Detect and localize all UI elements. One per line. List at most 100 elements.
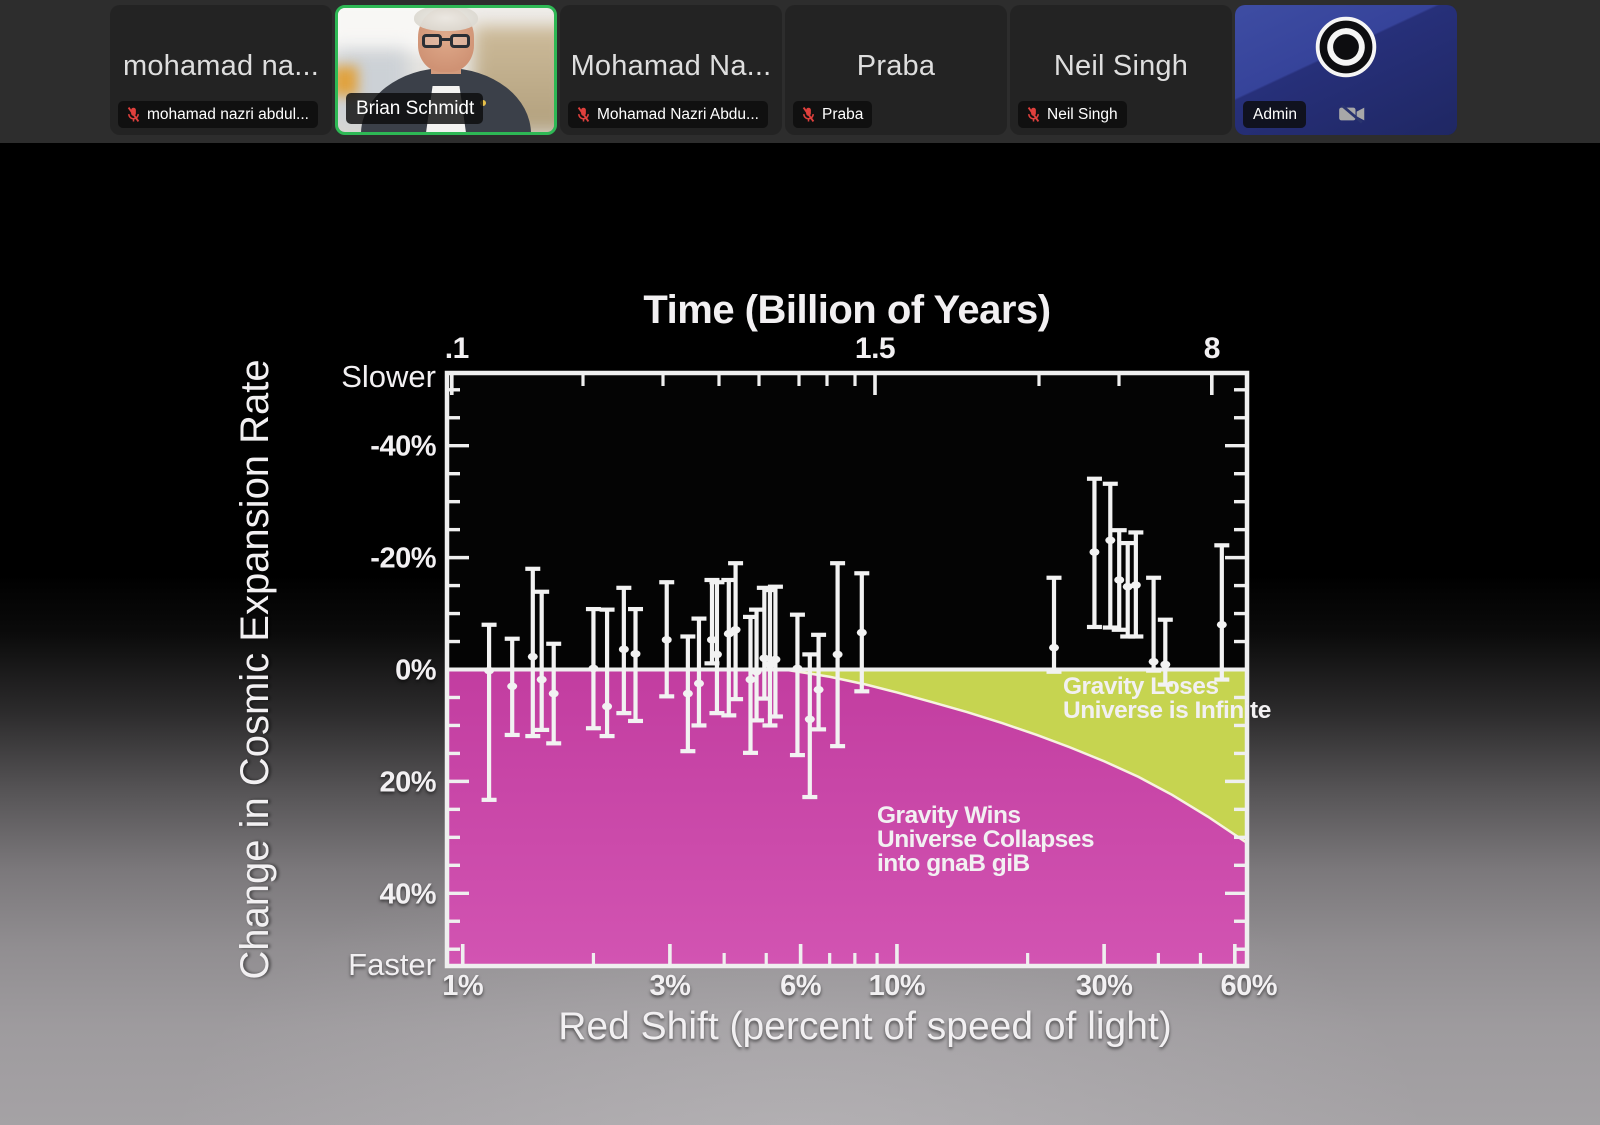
participant-name-label: Neil Singh	[1053, 50, 1189, 83]
mic-muted-icon	[577, 106, 590, 123]
participant-tile-mohamad-nazri-2[interactable]: Mohamad Na... Mohamad Nazri Abdu...	[560, 5, 782, 135]
participant-chip: Brian Schmidt	[346, 93, 484, 124]
gravity-loses-region	[784, 669, 1247, 843]
participant-name-label: Mohamad Na...	[570, 50, 772, 83]
supernova-point	[507, 682, 518, 691]
time-axis-title: Time (Billion of Years)	[643, 288, 1050, 332]
chart-labels: Time (Billion of Years) .1 1.5 8 Slower Faste…	[233, 288, 1278, 1048]
participant-chip: Mohamad Nazri Abdu...	[568, 101, 768, 128]
participant-chip-name: Mohamad Nazri Abdu...	[597, 105, 759, 123]
supernova-point	[682, 689, 693, 698]
gravity-wins-label: Gravity Wins	[877, 802, 1021, 829]
gravity-wins-region	[447, 669, 1247, 966]
supernova-point	[706, 636, 717, 644]
supernova-point	[527, 652, 538, 661]
gravity-wins-label: into gnaB giB	[877, 850, 1030, 877]
supernova-point	[759, 654, 770, 663]
supernova-point	[723, 629, 734, 638]
x-tick-label: 30%	[1076, 970, 1133, 1002]
x-tick-label: 1%	[442, 970, 484, 1002]
supernova-point	[1216, 620, 1227, 629]
supernova-point	[1148, 657, 1159, 666]
x-tick-label: 3%	[649, 970, 691, 1002]
supernova-point	[813, 685, 824, 694]
supernova-point	[588, 664, 599, 673]
y-tick-label: -40%	[370, 431, 436, 463]
mic-muted-icon	[127, 106, 140, 123]
supernova-point	[745, 675, 756, 684]
person-face	[414, 8, 478, 72]
supernova-point	[548, 689, 559, 698]
participant-chip-name: Brian Schmidt	[356, 97, 475, 119]
supernova-point	[602, 702, 613, 711]
y-tick-label: 40%	[379, 878, 436, 910]
participant-chip: Admin	[1243, 101, 1306, 128]
glasses	[421, 34, 471, 48]
plot-frame-border	[444, 370, 1250, 969]
supernova-point	[1105, 536, 1116, 545]
participant-name-label: mohamad na...	[122, 50, 320, 83]
time-tick-label: 8	[1204, 332, 1220, 365]
time-tick-label: 1.5	[855, 332, 895, 365]
participant-tile-brian-schmidt[interactable]: Brian Schmidt	[335, 5, 557, 135]
presentation-slide: Time (Billion of Years) .1 1.5 8 Slower Faste…	[0, 143, 1600, 1125]
camera-off-icon	[1339, 104, 1365, 124]
participant-chip-name: mohamad nazri abdul...	[147, 105, 309, 123]
participant-name-label: Praba	[856, 50, 936, 83]
supernova-point	[1122, 582, 1133, 591]
gravity-loses-label: Gravity Loses	[1063, 673, 1219, 700]
x-tick-label: 6%	[780, 970, 822, 1002]
axis-ticks	[449, 375, 1245, 964]
y-axis-end-label-faster: Faster	[348, 947, 436, 982]
participant-chip: mohamad nazri abdul...	[118, 101, 318, 128]
supernova-point	[711, 650, 722, 659]
time-tick-label: .1	[445, 332, 469, 365]
region-boundary-curve	[784, 668, 1248, 844]
x-tick-label: 60%	[1221, 970, 1278, 1002]
participant-chip-name: Neil Singh	[1047, 105, 1118, 123]
y-tick-label: 20%	[379, 766, 436, 798]
y-tick-label: 0%	[395, 655, 437, 687]
plot-frame	[444, 370, 1250, 969]
y-axis-end-label-slower: Slower	[341, 359, 436, 394]
supernova-point	[1130, 581, 1141, 589]
participants-strip: mohamad na... mohamad nazri abdul...	[0, 0, 1600, 143]
supernova-point	[856, 628, 867, 637]
participant-chip: Praba	[793, 101, 873, 128]
supernova-point	[1049, 643, 1060, 652]
participant-chip-name: Admin	[1253, 105, 1297, 123]
gravity-loses-label: Universe is Infinite	[1063, 697, 1271, 724]
supernova-point	[536, 675, 547, 684]
supernova-point	[630, 650, 641, 658]
supernova-point	[1089, 548, 1100, 556]
fate-regions	[447, 667, 1248, 966]
supernova-point	[730, 625, 741, 634]
participant-tile-praba[interactable]: Praba Praba	[785, 5, 1007, 135]
x-tick-label: 10%	[869, 970, 926, 1002]
supernova-point	[484, 666, 495, 675]
participant-tile-mohamad-nazri-1[interactable]: mohamad na... mohamad nazri abdul...	[110, 5, 332, 135]
supernova-point	[792, 664, 803, 673]
supernova-point	[661, 636, 672, 644]
x-axis-title: Red Shift (percent of speed of light)	[558, 1005, 1172, 1048]
cosmology-chart: Time (Billion of Years) .1 1.5 8 Slower Faste…	[233, 288, 1278, 1048]
participant-tile-admin-obs[interactable]: Admin	[1235, 5, 1457, 135]
obs-studio-logo-icon	[1315, 16, 1377, 78]
supernova-error-bars	[481, 476, 1230, 802]
supernova-point	[693, 679, 704, 688]
y-axis-title: Change in Cosmic Expansion Rate	[233, 359, 277, 979]
supernova-point	[764, 660, 775, 669]
supernova-point	[1114, 576, 1125, 584]
participant-tile-neil-singh[interactable]: Neil Singh Neil Singh	[1010, 5, 1232, 135]
gravity-wins-label: Universe Collapses	[877, 826, 1094, 853]
supernova-point	[1160, 660, 1171, 669]
supernova-point	[618, 645, 629, 654]
mic-muted-icon	[1027, 106, 1040, 123]
participant-chip-name: Praba	[822, 105, 864, 123]
participant-chip: Neil Singh	[1018, 101, 1127, 128]
y-tick-label: -20%	[370, 543, 436, 575]
supernova-point	[770, 655, 781, 664]
supernova-point	[832, 650, 843, 659]
mic-muted-icon	[802, 106, 815, 123]
